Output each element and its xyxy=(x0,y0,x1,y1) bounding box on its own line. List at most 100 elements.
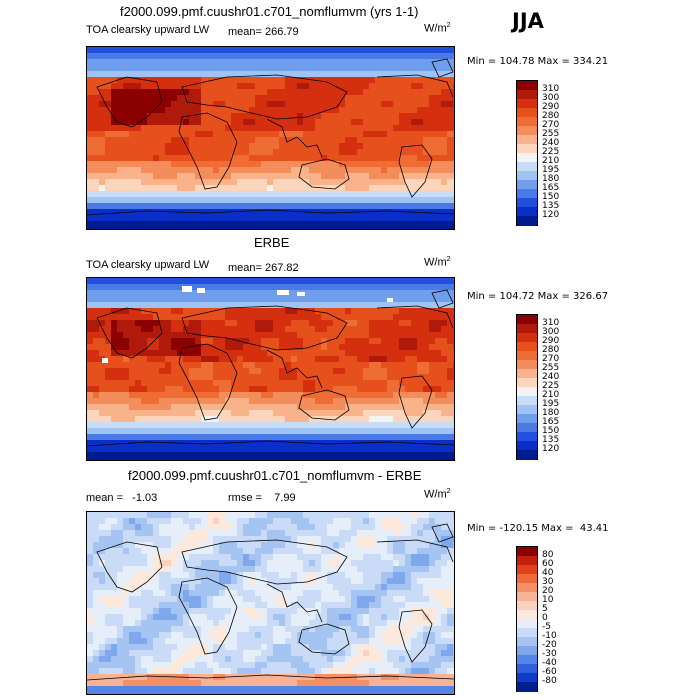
panel1-colorbar-label: 280 xyxy=(542,111,560,121)
panel3-colorbar-swatch xyxy=(517,619,537,629)
panel3-colorbar: 80 60 40 30 20 10 5 0 -5 -10 -20 -30 -40 -60 -80 xyxy=(516,546,557,692)
panel3-map xyxy=(86,511,455,695)
panel2-colorbar-label: 225 xyxy=(542,381,560,391)
panel1-colorbar-swatch xyxy=(517,117,537,127)
panel3-colorbar-label: -80 xyxy=(542,676,557,686)
coastline xyxy=(178,343,238,421)
coastline xyxy=(87,209,454,216)
panel2-colorbar: 310 300 290 280 270 255 240 225 210 195 180 165 150 1… xyxy=(516,314,559,460)
panel3-colorbar-swatch xyxy=(517,646,537,656)
panel2-units: W/m2 xyxy=(424,256,451,269)
coastline xyxy=(298,158,350,190)
panel3-colorbar-label: 5 xyxy=(542,604,548,614)
panel2-variable: TOA clearsky upward LW xyxy=(86,259,210,271)
panel2-colorbar-label: 290 xyxy=(542,336,560,346)
panel2-colorbar-swatch xyxy=(517,450,537,460)
coastline xyxy=(431,523,454,543)
panel2-colorbar-swatch xyxy=(517,387,537,397)
panel3-colorbar-label: 10 xyxy=(542,595,554,605)
panel1-colorbar-swatch xyxy=(517,198,537,208)
coastline xyxy=(431,58,454,78)
coastline xyxy=(178,112,238,190)
coastline xyxy=(376,74,454,98)
panel1-mean: mean= 266.79 xyxy=(228,26,299,38)
coastline xyxy=(178,577,238,655)
panel1-title: f2000.099.pmf.cuushr01.c701_nomflumvm (y… xyxy=(120,4,419,19)
panel2-colorbar-label: 280 xyxy=(542,345,560,355)
panel3-colorbar-label: -40 xyxy=(542,658,557,668)
panel3-colorbar-swatch xyxy=(517,673,537,683)
panel1-colorbar-label: 195 xyxy=(542,165,560,175)
panel1-colorbar-swatch xyxy=(517,207,537,217)
panel3-colorbar-label: -20 xyxy=(542,640,557,650)
panel2-colorbar-swatch xyxy=(517,324,537,334)
panel3-colorbar-swatch xyxy=(517,592,537,602)
panel2-colorbar-label: 300 xyxy=(542,327,560,337)
panel1-colorbar-label: 165 xyxy=(542,183,560,193)
panel1-colorbar-label: 150 xyxy=(542,192,560,202)
panel1-colorbar-label: 310 xyxy=(542,84,560,94)
coastline xyxy=(181,74,348,120)
panel2-colorbar-label: 165 xyxy=(542,417,560,427)
panel1-colorbar-label: 225 xyxy=(542,147,560,157)
coastline xyxy=(398,144,433,198)
panel2-colorbar-swatch xyxy=(517,441,537,451)
panel3-minmax: Min = -120.15 Max = 43.41 xyxy=(467,523,609,534)
missing-data-patch xyxy=(277,290,289,295)
coastline xyxy=(376,539,454,563)
coastline xyxy=(266,349,323,389)
coastline xyxy=(181,539,348,585)
panel2-colorbar-label: 310 xyxy=(542,318,560,328)
panel3-colorbar-label: 0 xyxy=(542,613,548,623)
map-field xyxy=(87,512,454,694)
coastline xyxy=(298,623,350,655)
missing-data-patch xyxy=(197,288,205,293)
panel1-colorbar-label: 180 xyxy=(542,174,560,184)
panel1-colorbar-label: 255 xyxy=(542,129,560,139)
panel1-colorbar-label: 240 xyxy=(542,138,560,148)
panel1-colorbar-swatch xyxy=(517,153,537,163)
panel1-colorbar-swatch xyxy=(517,162,537,172)
panel2-colorbar-swatch xyxy=(517,369,537,379)
panel1-minmax: Min = 104.78 Max = 334.21 xyxy=(467,56,609,67)
panel1-colorbar-label: 210 xyxy=(542,156,560,166)
panel2-colorbar-swatch xyxy=(517,360,537,370)
coastline xyxy=(96,541,163,593)
panel3-colorbar-label: -30 xyxy=(542,649,557,659)
panel1-colorbar-swatch xyxy=(517,90,537,100)
map-field xyxy=(87,278,454,460)
panel2-colorbar-label: 135 xyxy=(542,435,560,445)
panel3-colorbar-label: 30 xyxy=(542,577,554,587)
panel1-colorbar: 310 300 290 280 270 255 240 225 210 195 180 165 150 1… xyxy=(516,80,559,226)
panel3-colorbar-swatch xyxy=(517,664,537,674)
panel2-colorbar-swatch xyxy=(517,351,537,361)
panel3-units: W/m2 xyxy=(424,488,451,501)
panel3-colorbar-swatch xyxy=(517,601,537,611)
panel3-colorbar-swatch xyxy=(517,547,537,557)
panel3-colorbar-swatch xyxy=(517,574,537,584)
panel2-colorbar-swatch xyxy=(517,333,537,343)
panel3-colorbar-swatch xyxy=(517,628,537,638)
panel1-map xyxy=(86,46,455,230)
coastline xyxy=(376,305,454,329)
panel1-colorbar-swatch xyxy=(517,81,537,91)
panel2-map xyxy=(86,277,455,461)
panel2-colorbar-swatch xyxy=(517,342,537,352)
panel2-colorbar-label: 195 xyxy=(542,399,560,409)
panel2-colorbar-label: 240 xyxy=(542,372,560,382)
panel3-colorbar-swatch xyxy=(517,583,537,593)
coastline xyxy=(266,583,323,623)
panel1-colorbar-swatch xyxy=(517,171,537,181)
panel1-colorbar-swatch xyxy=(517,108,537,118)
panel2-colorbar-label: 180 xyxy=(542,408,560,418)
panel3-colorbar-swatch xyxy=(517,565,537,575)
panel1-colorbar-swatch xyxy=(517,189,537,199)
map-field xyxy=(87,47,454,229)
panel1-colorbar-swatch xyxy=(517,126,537,136)
panel2-colorbar-label: 210 xyxy=(542,390,560,400)
panel1-colorbar-label: 290 xyxy=(542,102,560,112)
panel1-colorbar-label: 300 xyxy=(542,93,560,103)
panel2-title: ERBE xyxy=(254,235,290,250)
panel1-colorbar-swatch xyxy=(517,135,537,145)
coastline xyxy=(398,375,433,429)
